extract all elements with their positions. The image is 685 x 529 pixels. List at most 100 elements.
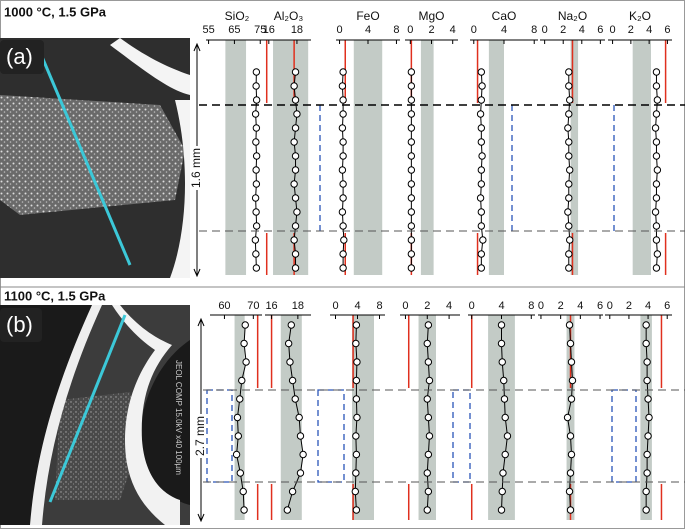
profile-point (252, 264, 261, 272)
profile-point (642, 506, 650, 514)
profile-point (352, 376, 361, 385)
profile-point (251, 194, 260, 202)
profile-point (252, 166, 260, 174)
panel-title: 1000 °C, 1.5 GPa (4, 4, 107, 19)
profile-point (407, 124, 416, 132)
profile-point (477, 208, 486, 216)
profile-point (291, 152, 300, 160)
profile-point (352, 432, 360, 440)
profile-point (565, 250, 573, 258)
composition-band (353, 40, 383, 275)
x-tick-label: 4 (498, 300, 504, 312)
profile-point (340, 236, 348, 244)
profile-point (566, 166, 574, 174)
profile-point (652, 138, 661, 146)
profile-point (423, 395, 431, 403)
profile-point (477, 138, 486, 146)
profile-point (477, 264, 486, 272)
profile-point (252, 180, 261, 188)
x-tick-label: 75 (254, 24, 266, 36)
profile-point (296, 432, 305, 440)
profile-point (497, 506, 506, 514)
profile-point (291, 124, 300, 132)
profile-point (503, 432, 512, 440)
profile-point (566, 432, 575, 440)
x-tick-label: 18 (292, 300, 304, 312)
profile-point (497, 339, 506, 348)
profile-point (295, 413, 303, 422)
profile-point (478, 152, 486, 160)
profile-point (353, 358, 361, 366)
profile-point (565, 68, 573, 76)
profile-point (290, 82, 298, 90)
arrow-head (193, 42, 201, 52)
profile-point (565, 180, 573, 188)
profile-point (566, 339, 575, 348)
profile-point (424, 450, 433, 459)
oxide-title: Na₂O (558, 9, 587, 23)
profile-point (290, 180, 298, 188)
profile-point (425, 376, 434, 385)
x-tick-label: 60 (218, 300, 230, 312)
x-tick-label: 16 (263, 24, 275, 36)
panel-label: (b) (6, 312, 33, 337)
profile-point (563, 413, 572, 422)
x-tick-label: 8 (376, 300, 382, 312)
profile-point (339, 194, 347, 202)
profile-point (568, 376, 577, 385)
x-tick-label: 4 (354, 300, 360, 312)
oxide-title: FeO (356, 9, 379, 23)
profile-point (284, 339, 293, 348)
profile-point (566, 506, 575, 514)
profile-point (564, 124, 572, 132)
profile-point (339, 222, 347, 230)
x-tick-label: 18 (291, 24, 303, 36)
composition-band (488, 40, 504, 275)
profile-point (339, 96, 347, 104)
profile-point (339, 152, 347, 160)
composition-band (352, 315, 374, 520)
composition-band (570, 40, 579, 275)
oxide-title: SiO₂ (225, 9, 250, 23)
profile-point (296, 469, 305, 477)
profile-point (339, 264, 347, 272)
profile-point (352, 506, 361, 514)
profile-point (339, 180, 347, 188)
profile-point (238, 376, 246, 385)
composition-band (420, 40, 434, 275)
profile-point (643, 450, 651, 459)
x-tick-label: 0 (469, 300, 475, 312)
profile-point (242, 358, 250, 366)
profile-point (288, 487, 297, 496)
profile-point (500, 376, 508, 385)
profile-point (423, 339, 431, 348)
profile-point (338, 124, 347, 132)
blue-dash-box (611, 389, 637, 483)
profile-point (651, 208, 660, 216)
scale-label-bg (190, 146, 204, 190)
arrow-head (193, 268, 201, 278)
x-tick-label: 4 (501, 24, 507, 36)
profile-point (283, 506, 292, 514)
profile-point (233, 413, 242, 422)
x-tick-label: 8 (528, 300, 534, 312)
profile-point (565, 222, 573, 230)
profile-point (567, 358, 576, 366)
profile-point (339, 110, 347, 118)
profile-point (652, 222, 661, 230)
profile-point (293, 208, 301, 216)
profile-point (651, 124, 660, 132)
profile-point (338, 166, 347, 174)
profile-point (565, 138, 573, 146)
blue-dash-box (206, 389, 233, 483)
x-tick-label: 8 (393, 24, 399, 36)
x-tick-label: 2 (628, 24, 634, 36)
profile-point (643, 376, 651, 385)
profile-point (241, 321, 249, 329)
profile-point (252, 250, 260, 258)
profile-point (643, 469, 651, 477)
profile-point (565, 82, 573, 90)
profile-point (240, 339, 248, 348)
x-tick-label: 4 (450, 24, 456, 36)
x-tick-label: 0 (538, 300, 544, 312)
